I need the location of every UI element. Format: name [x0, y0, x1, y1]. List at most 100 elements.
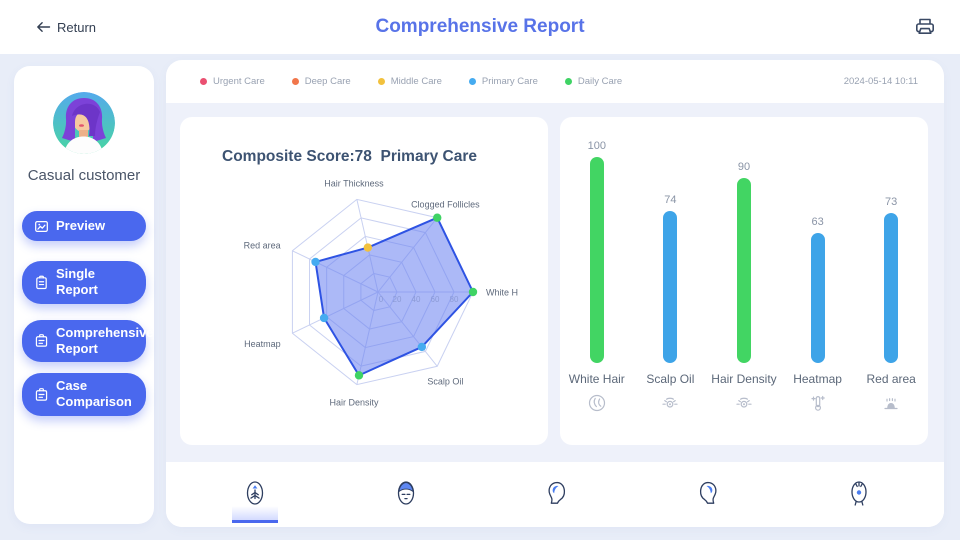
red-area-icon	[881, 393, 901, 418]
radar-axis-label: Red area	[244, 241, 281, 251]
case-comparison-label: Case Comparison	[56, 378, 132, 410]
bar-column-white-hair: 100 White Hair	[560, 135, 634, 445]
printer-icon	[915, 18, 934, 34]
bar-column-heatmap: 63 Heatmap	[781, 135, 855, 445]
radar-data-point	[417, 342, 427, 352]
bar-value-label: 90	[737, 160, 751, 173]
single-report-label: Single Report	[56, 266, 98, 298]
white-hair-icon	[587, 393, 607, 418]
legend-item-daily: Daily Care	[564, 76, 622, 87]
daily-care-dot	[564, 78, 572, 85]
avatar	[53, 92, 115, 154]
arrow-left-icon	[37, 22, 51, 32]
app-header: Return Comprehensive Report	[0, 0, 960, 54]
bar	[810, 233, 825, 363]
radar-tick-label: 0	[379, 295, 384, 304]
bar-chart: 100 White Hair 74 Scalp Oil 90 Hair Density 63…	[560, 117, 928, 445]
bar-stack: 74	[663, 135, 678, 363]
composite-score-title: Composite Score:78 Primary Care	[222, 148, 477, 165]
bar	[884, 212, 899, 363]
radar-axis-label: White H	[486, 288, 518, 298]
bar-category-label: Hair Density	[711, 372, 777, 386]
bar-category-label: Scalp Oil	[646, 372, 695, 386]
radar-data-point	[363, 243, 373, 252]
case-comparison-button[interactable]: Case Comparison	[22, 373, 146, 416]
scalp-top-icon	[246, 481, 264, 505]
radar-data-point	[354, 371, 364, 380]
radar-tick-label: 40	[412, 295, 421, 304]
legend-item-urgent: Urgent Care	[200, 76, 265, 87]
primary-care-dot	[468, 78, 476, 85]
hair-density-icon	[734, 393, 754, 418]
radar-axis-label: Hair Thickness	[324, 179, 384, 189]
deep-care-dot	[291, 78, 299, 85]
charts-section: Composite Score:78 Primary Care 0 20 40 60 8…	[166, 103, 944, 462]
customer-name: Casual customer	[27, 167, 141, 184]
head-side-right-icon	[699, 481, 717, 504]
urgent-care-dot	[200, 78, 207, 85]
bar-stack: 63	[810, 135, 825, 363]
radar-data-point	[319, 313, 329, 323]
head-side-left-icon	[548, 481, 566, 504]
care-level-legend: Urgent Care Deep Care Middle Care Primar…	[166, 60, 944, 103]
bar	[663, 210, 678, 363]
face-front-icon	[397, 481, 415, 505]
legend-item-primary: Primary Care	[468, 76, 538, 87]
comprehensive-report-icon	[35, 334, 48, 347]
print-button[interactable]	[912, 15, 938, 41]
sidebar-menu: Preview Single Report Comprehensive Repo…	[14, 211, 154, 416]
comprehensive-report-label: Comprehensive Report	[56, 324, 154, 356]
bar	[589, 157, 604, 363]
tab-head-side-left[interactable]	[534, 462, 580, 527]
tab-face-front[interactable]	[383, 462, 429, 527]
bar-stack: 90	[736, 135, 751, 363]
legend-item-deep: Deep Care	[291, 76, 351, 87]
radar-data-point	[468, 287, 478, 297]
report-timestamp: 2024-05-14 10:11	[843, 76, 918, 87]
radar-axis-label: Scalp Oil	[427, 376, 463, 386]
return-button[interactable]: Return	[34, 20, 96, 35]
tab-scalp-top[interactable]	[232, 462, 278, 527]
head-back-icon	[851, 481, 867, 506]
preview-icon	[35, 220, 48, 232]
preview-button[interactable]: Preview	[22, 211, 146, 241]
radar-chart: 0 20 40 60 80 White H Clogged Follicles Hair Th…	[244, 179, 518, 408]
bar-stack: 73	[884, 135, 899, 363]
scalp-oil-icon	[660, 393, 680, 418]
head-zone-tabs	[166, 462, 944, 527]
bar-category-label: White Hair	[568, 372, 625, 386]
bar-value-label: 74	[664, 193, 677, 206]
bar-column-hair-density: 90 Hair Density	[707, 135, 781, 445]
bar-value-label: 63	[811, 216, 824, 229]
report-panel: Urgent Care Deep Care Middle Care Primar…	[166, 60, 944, 527]
radar-axis-label: Hair Density	[329, 397, 379, 407]
page-title: Comprehensive Report	[375, 16, 585, 37]
heatmap-icon	[808, 393, 828, 418]
radar-grid-ring	[291, 198, 474, 386]
radar-tick-label: 80	[450, 295, 459, 304]
bar-stack: 100	[588, 135, 606, 363]
comprehensive-report-button[interactable]: Comprehensive Report	[22, 319, 154, 362]
single-report-button[interactable]: Single Report	[22, 261, 146, 304]
radar-data-point	[433, 213, 442, 222]
radar-data-polygon	[314, 216, 474, 377]
radar-data-point	[311, 257, 320, 267]
return-label: Return	[57, 19, 97, 35]
radar-tick-label: 20	[393, 295, 402, 304]
middle-care-dot	[377, 78, 385, 85]
bar	[736, 177, 751, 363]
single-report-icon	[36, 275, 47, 289]
radar-tick-label: 60	[431, 295, 440, 304]
tab-head-back[interactable]	[836, 462, 882, 527]
bar-column-red-area: 73 Red area	[854, 135, 928, 445]
bar-value-label: 73	[885, 195, 898, 208]
bar-category-label: Heatmap	[793, 372, 842, 386]
bar-chart-card: 100 White Hair 74 Scalp Oil 90 Hair Density 63…	[560, 117, 928, 445]
tab-head-side-right[interactable]	[685, 462, 731, 527]
bar-value-label: 100	[587, 140, 606, 152]
customer-sidebar: Casual customer Preview Single Report	[14, 66, 154, 524]
radar-axis-label: Clogged Follicles	[411, 200, 480, 210]
preview-label: Preview	[56, 217, 106, 233]
bar-column-scalp-oil: 74 Scalp Oil	[634, 135, 708, 445]
